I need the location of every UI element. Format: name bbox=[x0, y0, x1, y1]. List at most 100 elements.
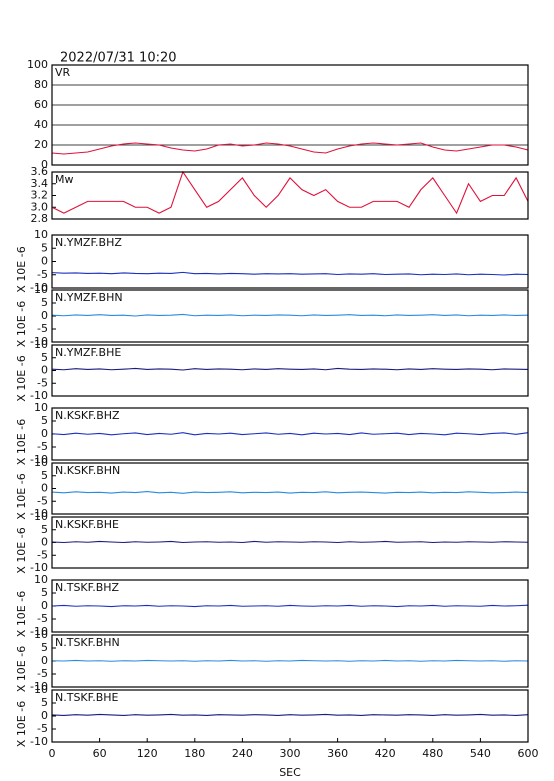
y-axis-label: X 10E -6 bbox=[15, 301, 28, 347]
y-tick-label: 5 bbox=[41, 469, 48, 482]
y-tick-label: 0 bbox=[41, 536, 48, 549]
y-tick-label: -5 bbox=[37, 612, 48, 625]
y-tick-label: 10 bbox=[34, 338, 48, 351]
data-line bbox=[51, 713, 529, 717]
panel-label: N.YMZF.BHZ bbox=[55, 236, 122, 249]
panel-frame bbox=[51, 64, 529, 166]
panel-label: N.TSKF.BHZ bbox=[55, 581, 120, 594]
y-tick-label: 0 bbox=[41, 309, 48, 322]
y-tick-label: 0 bbox=[41, 599, 48, 612]
y-tick-label: 0 bbox=[41, 427, 48, 440]
panel-label: N.YMZF.BHE bbox=[55, 346, 121, 359]
y-axis-label: X 10E -6 bbox=[15, 591, 28, 637]
y-tick-label: 20 bbox=[34, 138, 48, 151]
panel-label: N.KSKF.BHZ bbox=[55, 409, 120, 422]
data-line bbox=[51, 142, 529, 155]
y-tick-label: 3.4 bbox=[31, 177, 49, 190]
y-tick-label: -5 bbox=[37, 376, 48, 389]
y-tick-label: 80 bbox=[34, 78, 48, 91]
y-tick-label: -10 bbox=[30, 680, 48, 693]
y-tick-label: 0 bbox=[41, 709, 48, 722]
data-line bbox=[51, 313, 529, 317]
y-tick-label: 0 bbox=[41, 255, 48, 268]
y-tick-label: 3.2 bbox=[31, 189, 49, 202]
y-tick-label: -10 bbox=[30, 561, 48, 574]
y-tick-label: -5 bbox=[37, 494, 48, 507]
x-tick-label: 240 bbox=[232, 747, 253, 760]
x-tick-label: 600 bbox=[518, 747, 539, 760]
y-tick-label: 5 bbox=[41, 351, 48, 364]
panel-label: N.YMZF.BHN bbox=[55, 291, 123, 304]
x-tick-label: 180 bbox=[184, 747, 205, 760]
chart-title: 2022/07/31 10:20 bbox=[60, 51, 177, 66]
y-tick-label: 10 bbox=[34, 573, 48, 586]
y-axis-label: X 10E -6 bbox=[15, 419, 28, 465]
y-tick-label: -10 bbox=[30, 625, 48, 638]
y-axis-label: X 10E -6 bbox=[15, 527, 28, 573]
x-tick-label: 420 bbox=[375, 747, 396, 760]
y-tick-label: -5 bbox=[37, 667, 48, 680]
y-tick-label: -5 bbox=[37, 548, 48, 561]
y-tick-label: 0 bbox=[41, 158, 48, 171]
data-line bbox=[51, 432, 529, 436]
y-tick-label: -5 bbox=[37, 268, 48, 281]
y-tick-label: -10 bbox=[30, 281, 48, 294]
y-tick-label: 60 bbox=[34, 98, 48, 111]
y-tick-label: 10 bbox=[34, 683, 48, 696]
y-tick-label: 100 bbox=[27, 58, 48, 71]
y-tick-label: 5 bbox=[41, 586, 48, 599]
panel-frame bbox=[51, 516, 529, 569]
y-tick-label: 3.6 bbox=[31, 165, 49, 178]
y-tick-label: 5 bbox=[41, 241, 48, 254]
x-axis-label: SEC bbox=[279, 766, 301, 779]
y-tick-label: 40 bbox=[34, 118, 48, 131]
y-tick-label: 10 bbox=[34, 510, 48, 523]
x-tick-label: 300 bbox=[280, 747, 301, 760]
y-tick-label: 3.0 bbox=[31, 200, 49, 213]
y-tick-label: -10 bbox=[30, 507, 48, 520]
data-line bbox=[51, 540, 529, 544]
y-tick-label: 5 bbox=[41, 641, 48, 654]
y-axis-label: X 10E -6 bbox=[15, 701, 28, 747]
panel-frame bbox=[51, 407, 529, 461]
y-tick-label: 5 bbox=[41, 523, 48, 536]
y-tick-label: -10 bbox=[30, 335, 48, 348]
y-tick-label: -5 bbox=[37, 440, 48, 453]
y-tick-label: 5 bbox=[41, 696, 48, 709]
panel-frame bbox=[51, 234, 529, 289]
panel-label: N.KSKF.BHE bbox=[55, 518, 119, 531]
panel-frame bbox=[51, 289, 529, 343]
y-tick-label: -10 bbox=[30, 735, 48, 748]
y-tick-label: 10 bbox=[34, 456, 48, 469]
y-axis-label: X 10E -6 bbox=[15, 355, 28, 401]
panel-label: N.TSKF.BHE bbox=[55, 691, 119, 704]
data-line bbox=[51, 604, 529, 608]
y-tick-label: -10 bbox=[30, 453, 48, 466]
y-tick-label: -10 bbox=[30, 389, 48, 402]
y-tick-label: 0 bbox=[41, 364, 48, 377]
y-tick-label: 10 bbox=[34, 228, 48, 241]
panel-label: N.TSKF.BHN bbox=[55, 636, 120, 649]
panel-label: N.KSKF.BHN bbox=[55, 464, 120, 477]
panel-frame bbox=[51, 462, 529, 515]
panel-frame bbox=[51, 634, 529, 688]
x-tick-label: 480 bbox=[422, 747, 443, 760]
x-tick-label: 360 bbox=[327, 747, 348, 760]
data-line bbox=[51, 170, 529, 215]
y-tick-label: 0 bbox=[41, 482, 48, 495]
panel-frame bbox=[51, 171, 529, 220]
panel-frame bbox=[51, 344, 529, 397]
x-tick-label: 60 bbox=[93, 747, 107, 760]
data-line bbox=[51, 367, 529, 371]
x-tick-label: 120 bbox=[137, 747, 158, 760]
y-tick-label: 2.8 bbox=[31, 212, 49, 225]
y-axis-label: X 10E -6 bbox=[15, 473, 28, 519]
y-tick-label: 5 bbox=[41, 296, 48, 309]
y-tick-label: 5 bbox=[41, 414, 48, 427]
y-tick-label: 0 bbox=[41, 654, 48, 667]
x-tick-label: 540 bbox=[470, 747, 491, 760]
y-tick-label: 10 bbox=[34, 401, 48, 414]
data-line bbox=[51, 271, 529, 276]
